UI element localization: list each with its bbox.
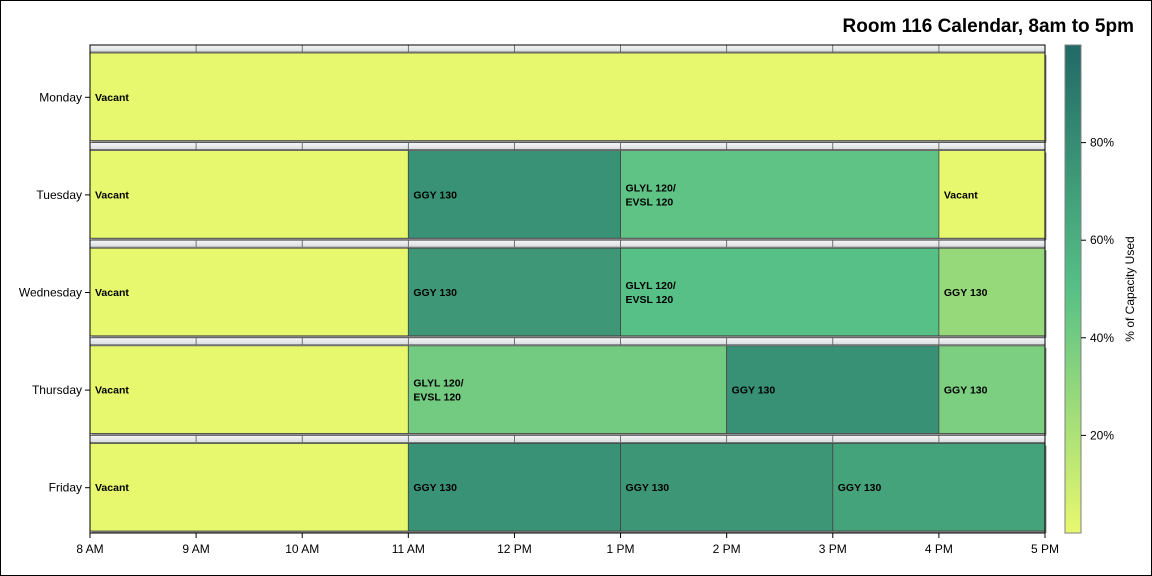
x-tick-label: 1 PM bbox=[607, 542, 635, 556]
event-bar bbox=[89, 345, 409, 434]
event-bar bbox=[89, 52, 1046, 141]
event-bar bbox=[938, 247, 1046, 337]
event-block: Vacant bbox=[89, 247, 410, 338]
event-label: GGY 130 bbox=[732, 385, 776, 397]
day-header-strip bbox=[89, 142, 1046, 151]
event-block: Vacant bbox=[89, 442, 410, 533]
event-bar bbox=[620, 247, 940, 337]
colorbar-label: % of Capacity Used bbox=[1123, 236, 1137, 341]
event-label: GLYL 120/ bbox=[626, 280, 676, 292]
event-block: GGY 130 bbox=[726, 345, 941, 436]
event-bar bbox=[89, 442, 409, 532]
event-block: GLYL 120/EVSL 120 bbox=[407, 345, 729, 436]
event-bar bbox=[407, 442, 621, 532]
x-tick-label: 9 AM bbox=[182, 542, 209, 556]
event-label: GLYL 120/ bbox=[626, 182, 676, 194]
day-header-strip bbox=[89, 337, 1046, 346]
day-header-strip bbox=[89, 239, 1046, 248]
y-axis: Monday Tuesday Wednesday Thursday Friday bbox=[19, 90, 90, 495]
event-bar bbox=[620, 150, 940, 239]
event-block: GGY 130 bbox=[938, 247, 1047, 338]
event-label: Vacant bbox=[95, 189, 129, 201]
event-label: GGY 130 bbox=[413, 287, 457, 299]
event-label: GGY 130 bbox=[838, 482, 882, 494]
x-axis: 8 AM 9 AM 10 AM 11 AM 12 PM 1 PM 2 PM 3 PM 4 PM 5… bbox=[76, 533, 1059, 556]
event-label: Vacant bbox=[95, 482, 129, 494]
y-tick-label: Monday bbox=[39, 90, 82, 104]
event-label: GLYL 120/ bbox=[413, 378, 463, 390]
event-block: GLYL 120/EVSL 120 bbox=[620, 150, 941, 241]
event-label: EVSL 120 bbox=[413, 392, 461, 404]
colorbar: 20% 40% 60% 80% % of Capacity Used bbox=[1064, 44, 1137, 534]
event-label: Vacant bbox=[95, 385, 129, 397]
event-label: GGY 130 bbox=[413, 482, 457, 494]
event-block: GGY 130 bbox=[407, 442, 623, 533]
event-block: GGY 130 bbox=[832, 442, 1047, 533]
event-bar bbox=[89, 150, 409, 239]
x-tick-label: 4 PM bbox=[925, 542, 953, 556]
event-label: GGY 130 bbox=[944, 287, 988, 299]
y-tick-label: Tuesday bbox=[36, 188, 82, 202]
event-label: Vacant bbox=[944, 189, 978, 201]
event-block: Vacant bbox=[89, 345, 410, 436]
day-header-strip bbox=[89, 44, 1046, 53]
y-tick-label: Friday bbox=[49, 481, 82, 495]
event-block: GGY 130 bbox=[407, 150, 623, 241]
event-block: GGY 130 bbox=[938, 345, 1047, 436]
event-bar bbox=[407, 150, 621, 239]
event-label: GGY 130 bbox=[944, 385, 988, 397]
colorbar-gradient bbox=[1064, 44, 1082, 534]
x-tick-label: 3 PM bbox=[819, 542, 847, 556]
event-block: Vacant bbox=[938, 150, 1047, 241]
event-block: Vacant bbox=[89, 150, 410, 241]
colorbar-tick-label: 80% bbox=[1090, 136, 1114, 150]
event-label: EVSL 120 bbox=[626, 294, 674, 306]
colorbar-tick-label: 60% bbox=[1090, 233, 1114, 247]
event-label: GGY 130 bbox=[413, 189, 457, 201]
event-label: Vacant bbox=[95, 92, 129, 104]
x-tick-label: 8 AM bbox=[76, 542, 103, 556]
event-bar bbox=[726, 345, 940, 434]
event-bar bbox=[938, 345, 1046, 434]
event-block: Vacant bbox=[89, 52, 1047, 143]
plot-border bbox=[89, 44, 1046, 534]
event-bar bbox=[89, 247, 409, 337]
x-tick-label: 11 AM bbox=[392, 542, 425, 556]
event-bar bbox=[938, 150, 1046, 239]
event-label: EVSL 120 bbox=[626, 196, 674, 208]
event-label: Vacant bbox=[95, 287, 129, 299]
colorbar-tick-label: 20% bbox=[1090, 428, 1114, 442]
colorbar-ticks: 20% 40% 60% 80% bbox=[1081, 136, 1114, 442]
day-header-strip bbox=[89, 434, 1046, 443]
event-bar bbox=[407, 345, 728, 434]
x-tick-label: 2 PM bbox=[713, 542, 741, 556]
chart-title: Room 116 Calendar, 8am to 5pm bbox=[843, 16, 1134, 37]
event-block: GGY 130 bbox=[407, 247, 623, 338]
colorbar-tick-label: 40% bbox=[1090, 331, 1114, 345]
y-tick-label: Thursday bbox=[32, 383, 82, 397]
event-bar bbox=[620, 442, 834, 532]
event-label: GGY 130 bbox=[626, 482, 670, 494]
event-bar bbox=[407, 247, 621, 337]
y-tick-label: Wednesday bbox=[19, 286, 82, 300]
x-tick-label: 5 PM bbox=[1031, 542, 1059, 556]
event-block: GLYL 120/EVSL 120 bbox=[620, 247, 941, 338]
x-tick-label: 12 PM bbox=[497, 542, 532, 556]
event-block: GGY 130 bbox=[620, 442, 835, 533]
x-tick-label: 10 AM bbox=[285, 542, 319, 556]
